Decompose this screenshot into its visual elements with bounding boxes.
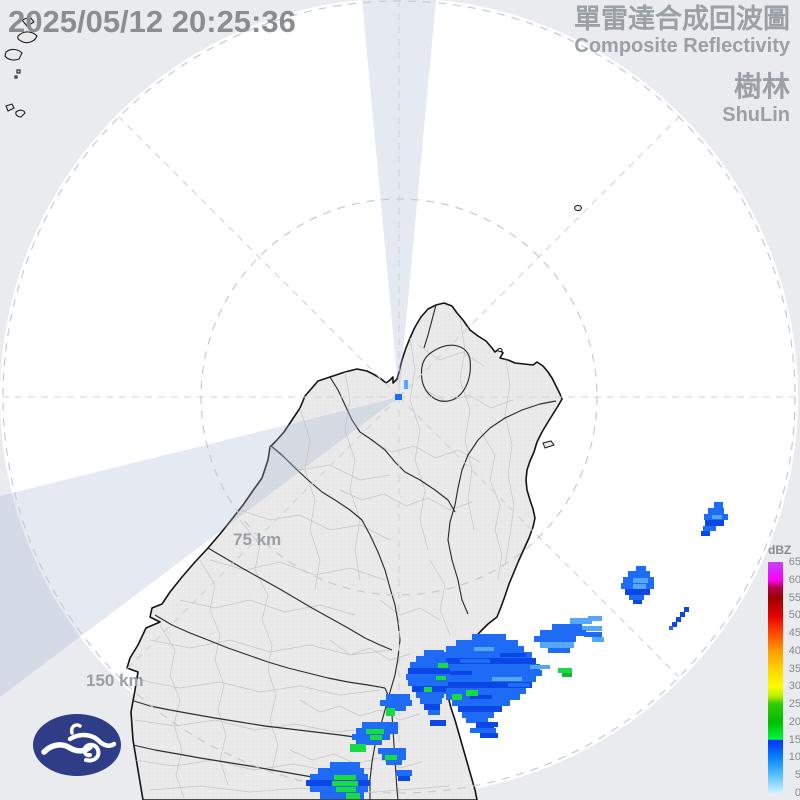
echo-cell	[395, 394, 402, 400]
echo-cell	[386, 708, 395, 716]
echo-cell	[476, 722, 498, 727]
echo-cell	[492, 677, 522, 681]
station-name-en: ShuLin	[574, 104, 790, 126]
echo-cell	[669, 626, 673, 630]
cwb-logo	[30, 711, 124, 779]
dbz-tick-label: 60	[785, 574, 800, 586]
echo-cell	[480, 733, 498, 738]
echo-cell	[592, 637, 604, 642]
dbz-tick-label: 20	[785, 716, 800, 728]
dbz-gradient-bar	[768, 562, 783, 793]
echo-cell	[588, 616, 602, 621]
ring-label-150km: 150 km	[86, 671, 144, 691]
echo-cell	[398, 776, 410, 781]
echo-cell	[430, 720, 446, 726]
dbz-tick-label: 55	[785, 592, 800, 604]
product-title-en: Composite Reflectivity	[574, 35, 790, 58]
echo-cell	[466, 690, 478, 696]
dbz-tick-label: 30	[785, 680, 800, 692]
product-title-zh: 單雷達合成回波圖	[574, 4, 790, 35]
scan-timestamp: 2025/05/12 20:25:36	[8, 4, 296, 40]
dbz-tick-label: 15	[785, 734, 800, 746]
dbz-tick-label: 10	[785, 751, 800, 763]
dbz-tick-label: 25	[785, 698, 800, 710]
echo-cell	[548, 648, 570, 653]
echo-cell	[562, 673, 572, 677]
radar-screen: 2025/05/12 20:25:36 單雷達合成回波圖 Composite R…	[0, 0, 800, 800]
title-block: 單雷達合成回波圖 Composite Reflectivity 樹林 ShuLi…	[574, 4, 790, 126]
echo-cell	[500, 653, 526, 657]
dbz-tick-label: 65	[785, 556, 800, 568]
dbz-tick-label: 35	[785, 663, 800, 675]
echo-cell	[452, 694, 462, 700]
echo-cell	[386, 760, 402, 765]
dbz-tick-label: 5	[785, 769, 800, 781]
dbz-tick-label: 45	[785, 627, 800, 639]
echo-cell	[530, 665, 550, 669]
dbz-tick-label: 50	[785, 609, 800, 621]
echo-cell	[460, 659, 490, 663]
echo-cell	[428, 710, 440, 715]
echo-cell	[701, 531, 710, 536]
dbz-tick-label: 40	[785, 645, 800, 657]
dbz-unit-label: dBZ	[768, 543, 791, 557]
echo-cell	[474, 647, 494, 651]
echo-cell	[508, 683, 530, 687]
echo-cell	[350, 744, 366, 752]
echo-cell	[404, 380, 408, 389]
echo-cell	[346, 793, 360, 799]
echo-cell	[712, 515, 722, 519]
echo-cell	[633, 600, 642, 604]
station-name-zh: 樹林	[574, 70, 790, 104]
ring-label-75km: 75 km	[233, 530, 281, 550]
dbz-colorbar: dBZ 65605550454035302520151050	[758, 540, 800, 800]
dbz-tick-label: 0	[785, 787, 800, 799]
